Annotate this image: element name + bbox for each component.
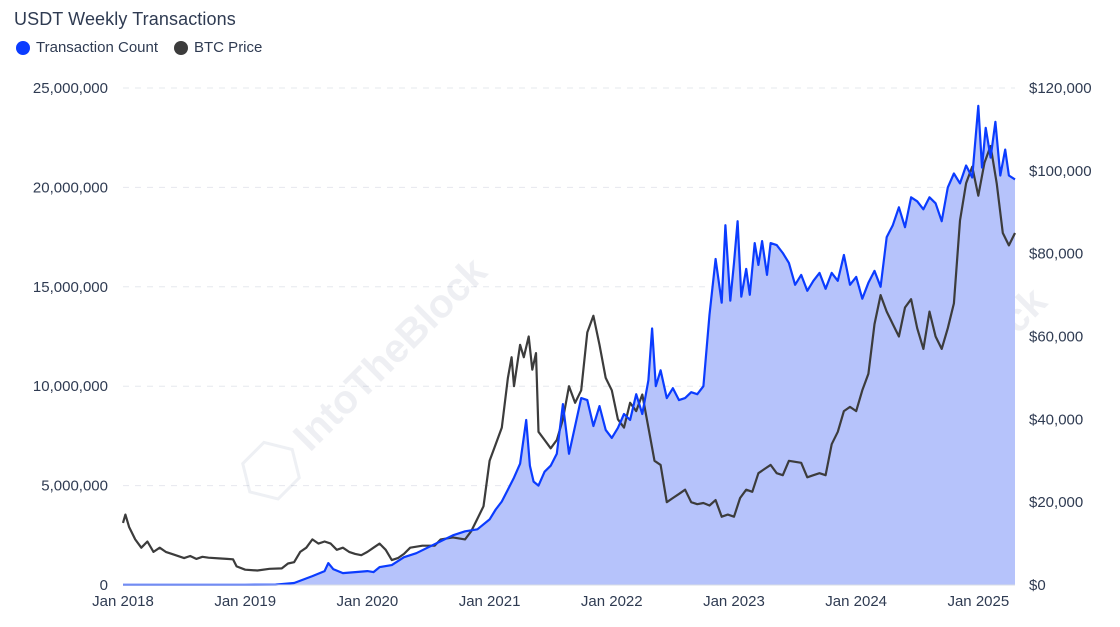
x-tick-label: Jan 2020 — [337, 593, 399, 610]
legend-item-transaction-count[interactable]: Transaction Count — [16, 39, 158, 56]
watermark: IntoTheBlock — [241, 249, 496, 501]
axis-layer: 0 5,000,000 10,000,000 15,000,000 20,000,000… — [33, 80, 1092, 610]
x-tick-label: Jan 2024 — [825, 593, 887, 610]
y-right-tick-label: $100,000 — [1029, 163, 1092, 180]
y-right-tick-label: $80,000 — [1029, 246, 1083, 263]
y-right-tick-label: $60,000 — [1029, 329, 1083, 346]
x-tick-label: Jan 2022 — [581, 593, 643, 610]
x-tick-label: Jan 2019 — [214, 593, 276, 610]
watermark-logo-icon — [241, 440, 301, 501]
x-tick-label: Jan 2018 — [92, 593, 154, 610]
legend-dot-transaction-count — [16, 40, 30, 55]
y-left-tick-label: 10,000,000 — [33, 378, 108, 395]
series-layer — [121, 104, 1016, 586]
x-tick-label: Jan 2021 — [459, 593, 521, 610]
x-tick-label: Jan 2025 — [947, 593, 1009, 610]
legend-label-btc-price: BTC Price — [194, 39, 263, 56]
y-right-tick-label: $120,000 — [1029, 80, 1092, 97]
chart-legend: Transaction Count BTC Price — [16, 39, 262, 56]
y-left-tick-label: 20,000,000 — [33, 179, 108, 196]
btc-price-line — [121, 144, 1016, 572]
legend-dot-btc-price — [174, 40, 189, 55]
watermark-text: IntoTheBlock — [285, 249, 496, 460]
legend-item-btc-price[interactable]: BTC Price — [174, 39, 262, 56]
y-right-tick-label: $40,000 — [1029, 411, 1083, 428]
chart-title: USDT Weekly Transactions — [14, 9, 236, 29]
y-right-tick-label: $20,000 — [1029, 494, 1083, 511]
transaction-count-line — [123, 104, 1016, 586]
legend-label-transaction-count: Transaction Count — [36, 39, 159, 56]
y-left-tick-label: 25,000,000 — [33, 80, 108, 97]
x-tick-label: Jan 2023 — [703, 593, 765, 610]
y-right-tick-label: $0 — [1029, 577, 1046, 594]
y-left-tick-label: 5,000,000 — [41, 478, 108, 495]
y-left-tick-label: 0 — [100, 577, 108, 594]
y-left-tick-label: 15,000,000 — [33, 279, 108, 296]
transaction-count-area — [123, 105, 1015, 586]
